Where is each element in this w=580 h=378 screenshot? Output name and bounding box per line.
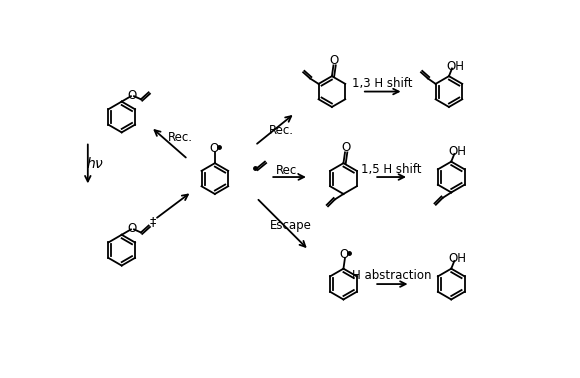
Text: O: O [341, 141, 350, 154]
Text: OH: OH [448, 252, 466, 265]
Text: Escape: Escape [270, 219, 312, 232]
Text: O: O [340, 248, 349, 260]
Text: H abstraction: H abstraction [352, 269, 432, 282]
Text: OH: OH [448, 145, 466, 158]
Text: Rec.: Rec. [276, 164, 300, 177]
Text: O: O [209, 142, 219, 155]
Text: O: O [127, 89, 136, 102]
Text: O: O [329, 54, 339, 67]
Text: Rec.: Rec. [168, 131, 193, 144]
Text: OH: OH [446, 60, 464, 73]
Text: 1,5 H shift: 1,5 H shift [361, 163, 422, 176]
Text: Rec.: Rec. [269, 124, 294, 136]
Text: 1,3 H shift: 1,3 H shift [353, 77, 413, 90]
Text: O: O [127, 222, 136, 235]
Text: ‡: ‡ [150, 215, 157, 228]
Text: $h\nu$: $h\nu$ [86, 156, 104, 172]
